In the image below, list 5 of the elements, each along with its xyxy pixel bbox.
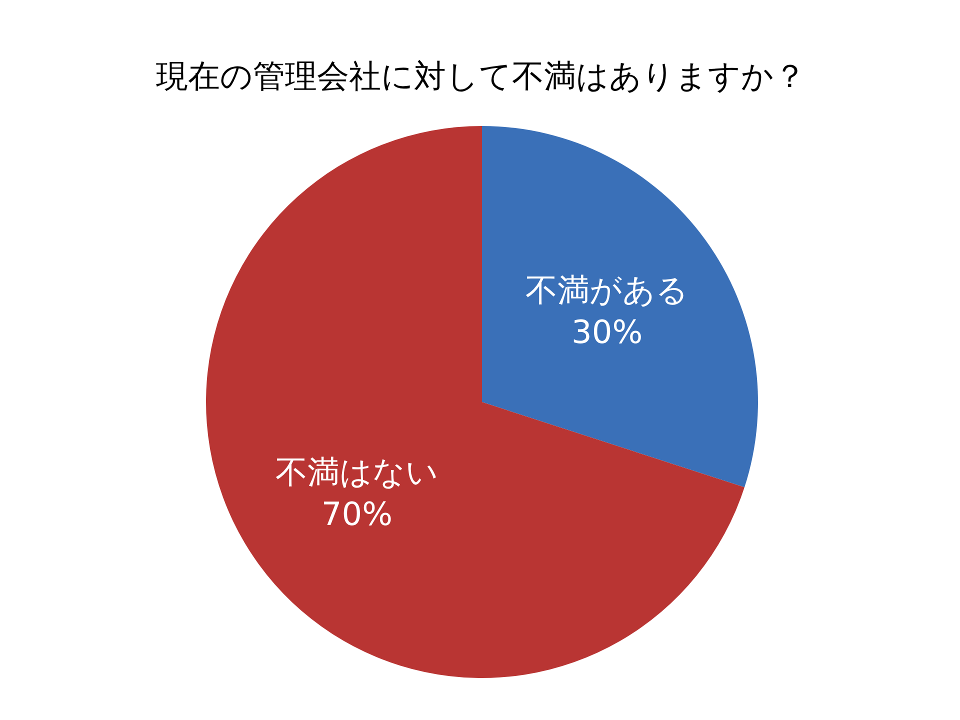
data-label: 70% [321,494,393,533]
chart-title: 現在の管理会社に対して不満はありますか？ [156,57,806,95]
data-label: 30% [571,313,643,352]
slice-label: 不満がある [526,271,689,310]
slice-label: 不満はない [275,452,438,491]
